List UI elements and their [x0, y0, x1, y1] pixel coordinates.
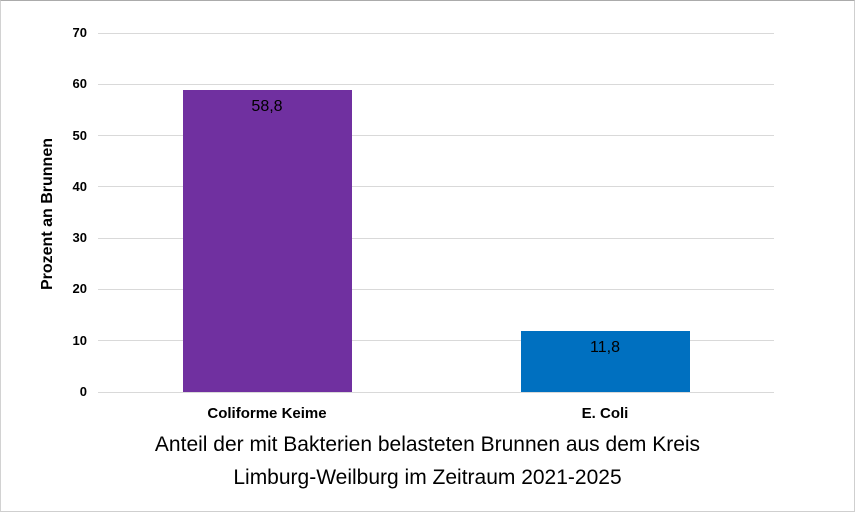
gridline — [98, 83, 774, 85]
gridline — [98, 288, 774, 290]
x-category-label-e-coli: E. Coli — [581, 405, 629, 422]
y-tick-label: 50 — [72, 127, 87, 143]
x-category-label-coliforme-keime: Coliforme Keime — [207, 405, 327, 422]
gridline — [98, 32, 774, 34]
gridline — [98, 340, 774, 342]
gridline — [98, 237, 774, 239]
bar-value-label: 58,8 — [251, 98, 283, 116]
bar-e-coli: 11,8 — [520, 331, 690, 392]
y-tick-label: 70 — [72, 25, 87, 40]
gridline — [98, 391, 774, 393]
gridline — [98, 135, 774, 137]
y-tick-label: 20 — [72, 281, 87, 297]
y-tick-label: 10 — [72, 332, 87, 348]
bar-value-label: 11,8 — [590, 339, 620, 357]
y-tick-label: 60 — [72, 76, 87, 92]
plot-area: 58,8 11,8 — [98, 32, 774, 393]
y-tick-label: 0 — [79, 384, 87, 399]
y-tick-label: 30 — [72, 230, 87, 246]
gridline — [98, 186, 774, 188]
chart-title-line-2: Limburg-Weilburg im Zeitraum 2021-2025 — [233, 466, 622, 489]
chart-title-line-1: Anteil der mit Bakterien belasteten Brun… — [154, 433, 701, 456]
bar-coliforme-keime: 58,8 — [182, 90, 352, 392]
y-tick-label: 40 — [72, 178, 87, 194]
